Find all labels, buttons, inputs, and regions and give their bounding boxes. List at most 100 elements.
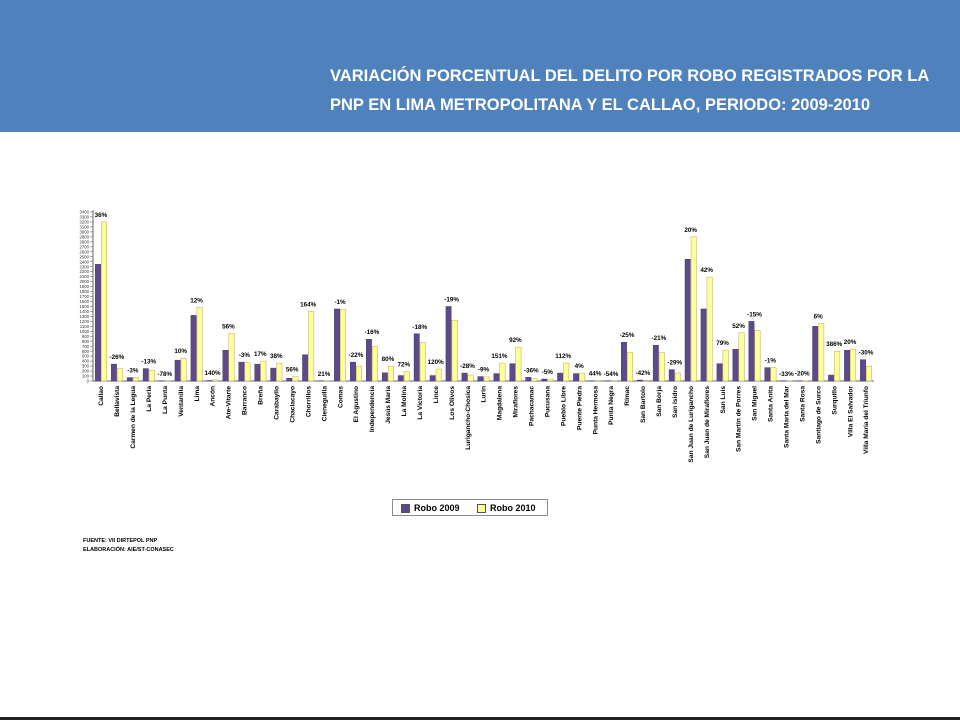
percent-change-label: -28% <box>460 363 475 370</box>
percent-change-label: -25% <box>620 332 635 339</box>
y-tick-label: 2200 <box>79 269 89 274</box>
bar-robo-2009 <box>95 263 101 382</box>
category-label: La Punta <box>162 386 169 414</box>
bar-robo-2010 <box>371 345 378 382</box>
percent-change-label: -3% <box>127 368 139 375</box>
bar-robo-2009 <box>270 367 277 382</box>
percent-change-label: 10% <box>174 348 187 355</box>
title-banner <box>0 0 960 132</box>
category-label: Santa Anita <box>768 386 775 422</box>
bar-robo-2010 <box>547 378 554 382</box>
percent-change-label: 80% <box>382 356 395 363</box>
percent-change-label: -19% <box>444 296 459 303</box>
percent-change-label: -30% <box>859 350 874 357</box>
y-tick-label: 600 <box>82 349 90 354</box>
percent-change-label: 20% <box>844 339 857 346</box>
category-label: Comas <box>337 386 344 408</box>
bar-robo-2009 <box>525 377 532 382</box>
category-label: Carmen de la Legua <box>130 386 137 449</box>
bar-robo-2010 <box>292 376 299 382</box>
category-label: Lima <box>194 386 201 402</box>
category-label: San Luis <box>720 386 727 414</box>
legend-label-2010: Robo 2010 <box>490 503 536 513</box>
elaboration-note: ELABORACIÓN: AIE/ST-CONASEC <box>83 547 174 553</box>
y-tick-label: 1000 <box>79 329 89 334</box>
slide-title-line2: PNP EN LIMA METROPOLITANA Y EL CALLAO, P… <box>330 96 871 114</box>
percent-change-label: 44% <box>589 371 602 378</box>
y-tick-label: 3000 <box>79 229 89 234</box>
category-label: San Miguel <box>752 386 759 421</box>
bar-robo-2010 <box>180 357 187 382</box>
percent-change-label: -16% <box>365 329 380 336</box>
bar-robo-2010 <box>531 378 538 382</box>
percent-change-label: 151% <box>491 353 508 360</box>
percent-change-label: 386% <box>826 341 843 348</box>
bar-robo-2010 <box>403 371 410 382</box>
bar-robo-2010 <box>101 221 107 382</box>
percent-change-label: 72% <box>398 362 411 369</box>
category-label: Jesús María <box>385 386 392 424</box>
y-tick-label: 3200 <box>79 220 89 225</box>
bar-robo-2009 <box>621 342 627 382</box>
y-tick-label: 700 <box>82 344 90 349</box>
bar-robo-2009 <box>812 326 819 382</box>
x-axis-categories: Callao Bellavista Carmen de la Legua La Per… <box>98 386 870 463</box>
bottom-rule <box>0 717 960 720</box>
bar-robo-2009 <box>828 374 835 382</box>
percent-change-label: 20% <box>684 227 697 234</box>
percent-change-label: 79% <box>716 340 729 347</box>
bar-robo-2009 <box>126 377 133 382</box>
percent-change-label: 52% <box>732 323 745 330</box>
percent-change-label: 17% <box>254 351 267 358</box>
y-tick-label: 500 <box>82 354 90 359</box>
bar-robo-2009 <box>238 361 245 382</box>
bar-robo-2010 <box>515 346 522 382</box>
category-label: El Agustino <box>353 386 360 422</box>
bar-robo-2010 <box>260 360 267 382</box>
bar-robo-2009 <box>461 372 468 382</box>
category-label: Chaclacayo <box>289 386 296 423</box>
category-label: La Victoria <box>417 386 424 420</box>
bar-robo-2010 <box>116 368 123 382</box>
percent-change-label: 38% <box>270 353 283 360</box>
percent-change-label: 92% <box>509 337 522 344</box>
percent-change-label: -1% <box>334 299 346 306</box>
bar-robo-2010 <box>148 369 155 382</box>
category-label: Punta Hermosa <box>592 386 599 435</box>
percent-change-label: -26% <box>110 354 125 361</box>
bar-robo-2010 <box>451 320 458 382</box>
bar-robo-2010 <box>212 379 219 382</box>
slide-title: VARIACIÓN PORCENTUAL DEL DELITO POR ROBO… <box>330 62 930 120</box>
y-tick-label: 1800 <box>79 289 89 294</box>
y-tick-label: 2100 <box>79 274 89 279</box>
percent-change-label: 120% <box>428 359 445 366</box>
bar-robo-2010 <box>850 348 857 382</box>
y-tick-label: 200 <box>82 369 90 374</box>
y-tick-label: 300 <box>82 364 90 369</box>
bar-robo-2010 <box>738 332 745 382</box>
bar-robo-2010 <box>770 367 777 382</box>
chart-footer: FUENTE: VII DIRTEPOL PNP ELABORACIÓN: AI… <box>83 537 174 555</box>
percent-change-label: 36% <box>95 212 108 219</box>
bar-robo-2009 <box>397 375 404 382</box>
percent-change-label: 12% <box>190 297 203 304</box>
category-label: Ventanilla <box>178 386 185 417</box>
category-label: Puente Piedra <box>576 386 583 430</box>
y-tick-label: 1400 <box>79 309 89 314</box>
category-label: Miraflores <box>513 386 520 418</box>
bar-robo-2010 <box>674 372 681 382</box>
bar-robo-2009 <box>844 349 850 382</box>
source-note: FUENTE: VII DIRTEPOL PNP <box>83 538 158 544</box>
bar-robo-2010 <box>642 380 649 382</box>
bar-robo-2009 <box>174 359 181 382</box>
bar-robo-2010 <box>706 276 713 382</box>
percent-change-label: 6% <box>814 313 824 320</box>
category-label: Magdalena <box>497 386 504 420</box>
category-label: Ancón <box>210 386 217 407</box>
bar-robo-2009 <box>429 375 436 382</box>
bar-robo-2010 <box>132 377 139 382</box>
bar-robo-2009 <box>493 373 500 382</box>
bar-robo-2010 <box>483 376 490 382</box>
category-label: Villa María del Triunfo <box>863 386 870 454</box>
category-label: San Martín de Porres <box>736 386 743 452</box>
